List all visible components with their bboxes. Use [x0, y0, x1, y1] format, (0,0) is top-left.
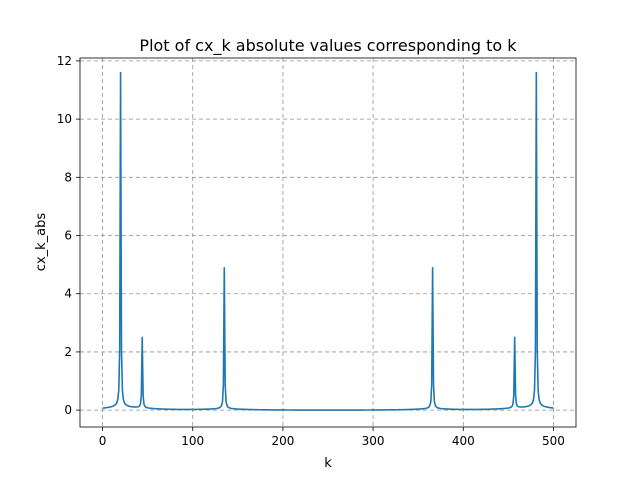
- grid: [80, 58, 576, 427]
- x-tick-label: 200: [271, 434, 294, 448]
- series-group: [102, 71, 554, 411]
- y-tick-label: 0: [64, 403, 72, 417]
- chart-title: Plot of cx_k absolute values correspondi…: [139, 36, 517, 56]
- y-tick-label: 12: [57, 54, 72, 68]
- y-tick-label: 6: [64, 229, 72, 243]
- x-axis: 0 100 200 300 400 500: [99, 427, 565, 448]
- series-line-0: [102, 71, 554, 411]
- x-tick-label: 100: [181, 434, 204, 448]
- y-tick-label: 10: [57, 112, 72, 126]
- x-tick-label: 0: [99, 434, 107, 448]
- y-tick-label: 2: [64, 345, 72, 359]
- y-tick-label: 4: [64, 287, 72, 301]
- x-tick-label: 300: [362, 434, 385, 448]
- x-tick-label: 400: [452, 434, 475, 448]
- y-tick-label: 8: [64, 170, 72, 184]
- plot-frame: [79, 57, 577, 428]
- y-axis-label: cx_k_abs: [34, 213, 49, 272]
- x-axis-label: k: [324, 456, 332, 471]
- y-axis: 0 2 4 6 8 10 12: [57, 54, 80, 417]
- x-tick-label: 500: [542, 434, 565, 448]
